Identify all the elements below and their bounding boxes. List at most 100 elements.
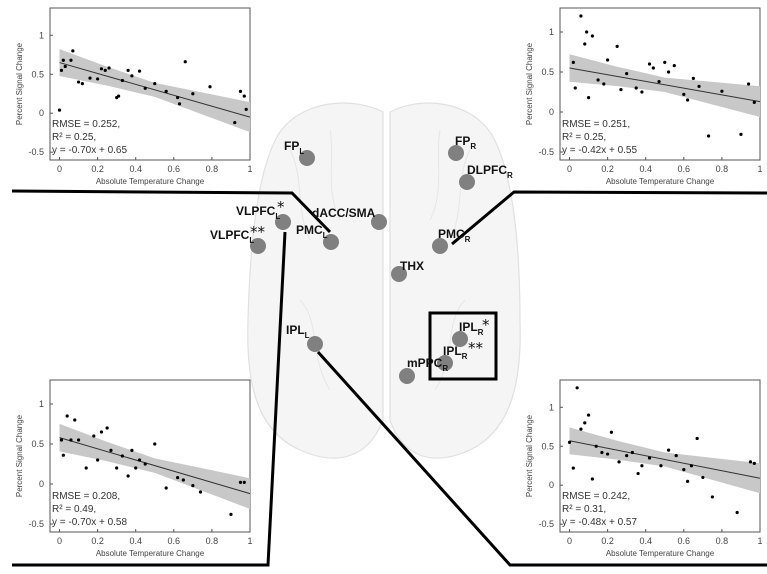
data-point [183,60,187,64]
x-tick-label: 0 [567,164,572,174]
roi-pmc-r: PMCR [432,227,471,254]
data-point [602,82,606,86]
data-point [238,89,243,94]
roi-label: DLPFCR [467,163,513,180]
x-axis-label: Absolute Temperature Change [606,177,715,186]
roi-marker [452,331,468,347]
roi-mppc-r: mPPCR [399,356,448,384]
y-tick-label: 0.5 [541,67,554,77]
data-point [109,448,113,452]
data-point [59,438,64,442]
roi-label-subscript: L [299,147,304,156]
data-point [586,413,591,417]
x-tick-label: 0.6 [678,536,691,546]
data-point [609,430,614,434]
data-point [116,94,121,98]
data-point [137,458,142,462]
data-point [61,58,65,62]
data-point [126,474,130,478]
data-point [657,80,661,84]
regression-stat: y = -0.42x + 0.55 [562,145,637,156]
data-point [105,426,109,430]
roi-marker [459,174,475,190]
data-point [134,466,138,470]
x-axis-label: Absolute Temperature Change [96,549,205,558]
confidence-band [569,54,760,117]
significance-marker: ** [468,339,484,357]
roi-marker [307,336,323,352]
data-point [752,461,756,466]
data-point [651,66,655,70]
x-tick-label: 0.8 [206,164,219,174]
data-point [571,466,575,470]
x-tick-label: 0 [57,536,62,546]
significance-marker: * [277,198,285,216]
data-point [88,76,92,80]
regression-stat: y = -0.48x + 0.57 [562,517,637,528]
data-point [625,454,629,458]
data-point [615,44,619,49]
x-tick-label: 0.4 [129,164,142,174]
data-point [181,478,185,482]
roi-dacc-sma: dACC/SMA [312,206,387,230]
data-point [575,386,579,390]
data-point [244,107,248,111]
data-point [630,450,634,455]
roi-dlpfc-r: DLPFCR [459,163,513,190]
roi-marker [371,214,387,230]
data-point [606,452,610,456]
chart-layer: -0.5 0 0.5 1 0 0.2 0.4 0.6 0.8 1 Absolute Temperat… [15,7,763,558]
roi-vlpfc-l-lower: VLPFCL** [210,223,266,254]
y-tick-label: 0 [549,480,554,490]
data-point [701,475,705,480]
x-tick-label: 0.2 [601,164,614,174]
data-point [57,108,62,112]
y-axis-label: Percent Signal Change [15,414,24,497]
roi-marker [391,266,407,282]
data-point [177,102,182,106]
x-tick-label: 0.2 [601,536,614,546]
data-point [617,460,621,464]
data-point [120,454,124,458]
data-point [583,42,587,46]
roi-label-text: IPL [286,323,305,337]
regression-stat: R² = 0.25, [52,132,96,143]
y-tick-label: 0.5 [541,441,554,451]
x-axis-label: Absolute Temperature Change [96,177,205,186]
data-point [706,134,711,138]
scatter-panel-bottom-left: -0.5 0 0.5 1 0 0.2 0.4 0.6 0.8 1 Absolute Temperat… [15,379,253,558]
data-point [80,82,84,86]
data-point [682,92,686,96]
roi-label-subscript: R [462,352,468,361]
fit-line [569,440,761,479]
roi-label-subscript: R [478,328,484,337]
regression-stat: RMSE = 0.251, [562,119,630,130]
data-point [153,82,157,86]
regression-stat: y = -0.70x + 0.65 [52,145,127,156]
roi-marker [448,145,464,161]
y-tick-label: 1 [549,27,554,37]
fit-line [59,62,251,118]
data-point [164,89,168,94]
regression-stat: R² = 0.31, [562,504,606,515]
data-point [130,448,134,452]
roi-label: mPPCR [407,356,448,373]
roi-label-subscript: L [275,212,280,221]
data-point [96,458,100,462]
roi-label: THX [400,259,424,273]
data-point [238,480,243,484]
data-point [198,490,203,494]
data-point [579,14,583,18]
x-tick-label: 0.6 [168,164,181,174]
data-point [596,78,600,82]
roi-label: IPLR [443,344,468,361]
data-point [752,100,756,104]
data-point [164,486,168,490]
regression-stat: RMSE = 0.242, [562,491,630,502]
roi-marker [323,234,339,250]
roi-label-subscript: R [465,235,471,244]
data-point [672,64,676,68]
data-point [619,88,623,92]
data-point [682,468,686,472]
